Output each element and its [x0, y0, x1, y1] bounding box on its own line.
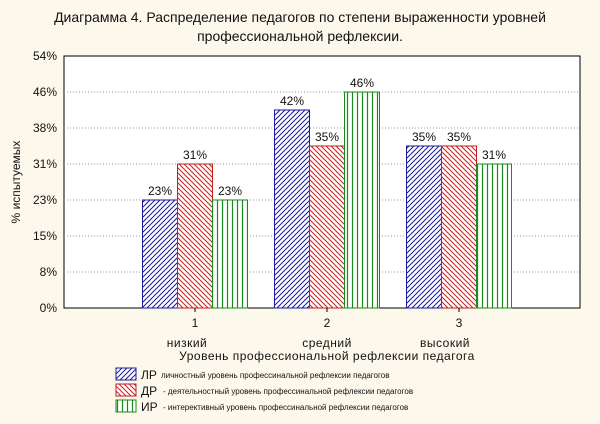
legend-swatch-ЛР	[115, 367, 137, 381]
bar-ЛР-1	[142, 199, 178, 309]
chart-title-line1: Диаграмма 4. Распределение педагогов по …	[54, 9, 546, 25]
y-tick-label: 15%	[33, 229, 57, 243]
y-tick-label: 0%	[40, 301, 58, 315]
bar-ДР-1	[177, 163, 213, 309]
data-label: 23%	[148, 184, 172, 198]
x-tick-label: 1	[192, 316, 199, 330]
legend-swatch-ИР	[115, 399, 137, 413]
legend: ЛР личностный уровень профессинальной реф…	[115, 367, 413, 414]
y-tick-label: 31%	[33, 157, 57, 171]
legend-series-name: ДР	[141, 384, 157, 398]
x-axis-label: Уровень профессиональной рефлексии педаг…	[179, 349, 475, 363]
y-axis-label: % испытуемых	[9, 141, 23, 224]
bar-ДР-2	[309, 145, 345, 309]
y-tick-label: 54%	[33, 49, 57, 63]
data-label: 35%	[447, 130, 471, 144]
data-label: 35%	[315, 130, 339, 144]
chart-title-line2: профессиональной рефлексии.	[197, 28, 403, 44]
data-label: 31%	[183, 148, 207, 162]
y-tick-label: 23%	[33, 193, 57, 207]
legend-series-desc: - интерективный уровень профессинальной …	[163, 403, 408, 412]
data-label: 35%	[412, 130, 436, 144]
bar-ЛР-2	[274, 109, 310, 309]
data-label: 46%	[350, 76, 374, 90]
bar-ИР-1	[212, 199, 248, 309]
data-label: 42%	[280, 94, 304, 108]
data-label: 23%	[218, 184, 242, 198]
category-name: средний	[302, 336, 352, 350]
x-tick-label: 3	[456, 316, 463, 330]
category-name: высокий	[420, 336, 470, 350]
bar-ДР-3	[441, 145, 477, 309]
category-name: низкий	[167, 336, 208, 350]
y-tick-label: 46%	[33, 85, 57, 99]
bar-ИР-2	[344, 91, 380, 309]
bar-ИР-3	[476, 163, 512, 309]
legend-series-desc: личностный уровень профессинальной рефле…	[161, 371, 389, 380]
legend-swatch-ДР	[115, 383, 137, 397]
x-tick-label: 2	[324, 316, 331, 330]
legend-series-desc: - деятельностный уровень профессинальной…	[163, 387, 413, 396]
y-tick-label: 38%	[33, 121, 57, 135]
data-label: 31%	[482, 148, 506, 162]
y-tick-label: 8%	[40, 265, 58, 279]
legend-series-name: ЛР	[141, 368, 157, 382]
legend-series-name: ИР	[141, 400, 158, 414]
bar-ЛР-3	[406, 145, 442, 309]
